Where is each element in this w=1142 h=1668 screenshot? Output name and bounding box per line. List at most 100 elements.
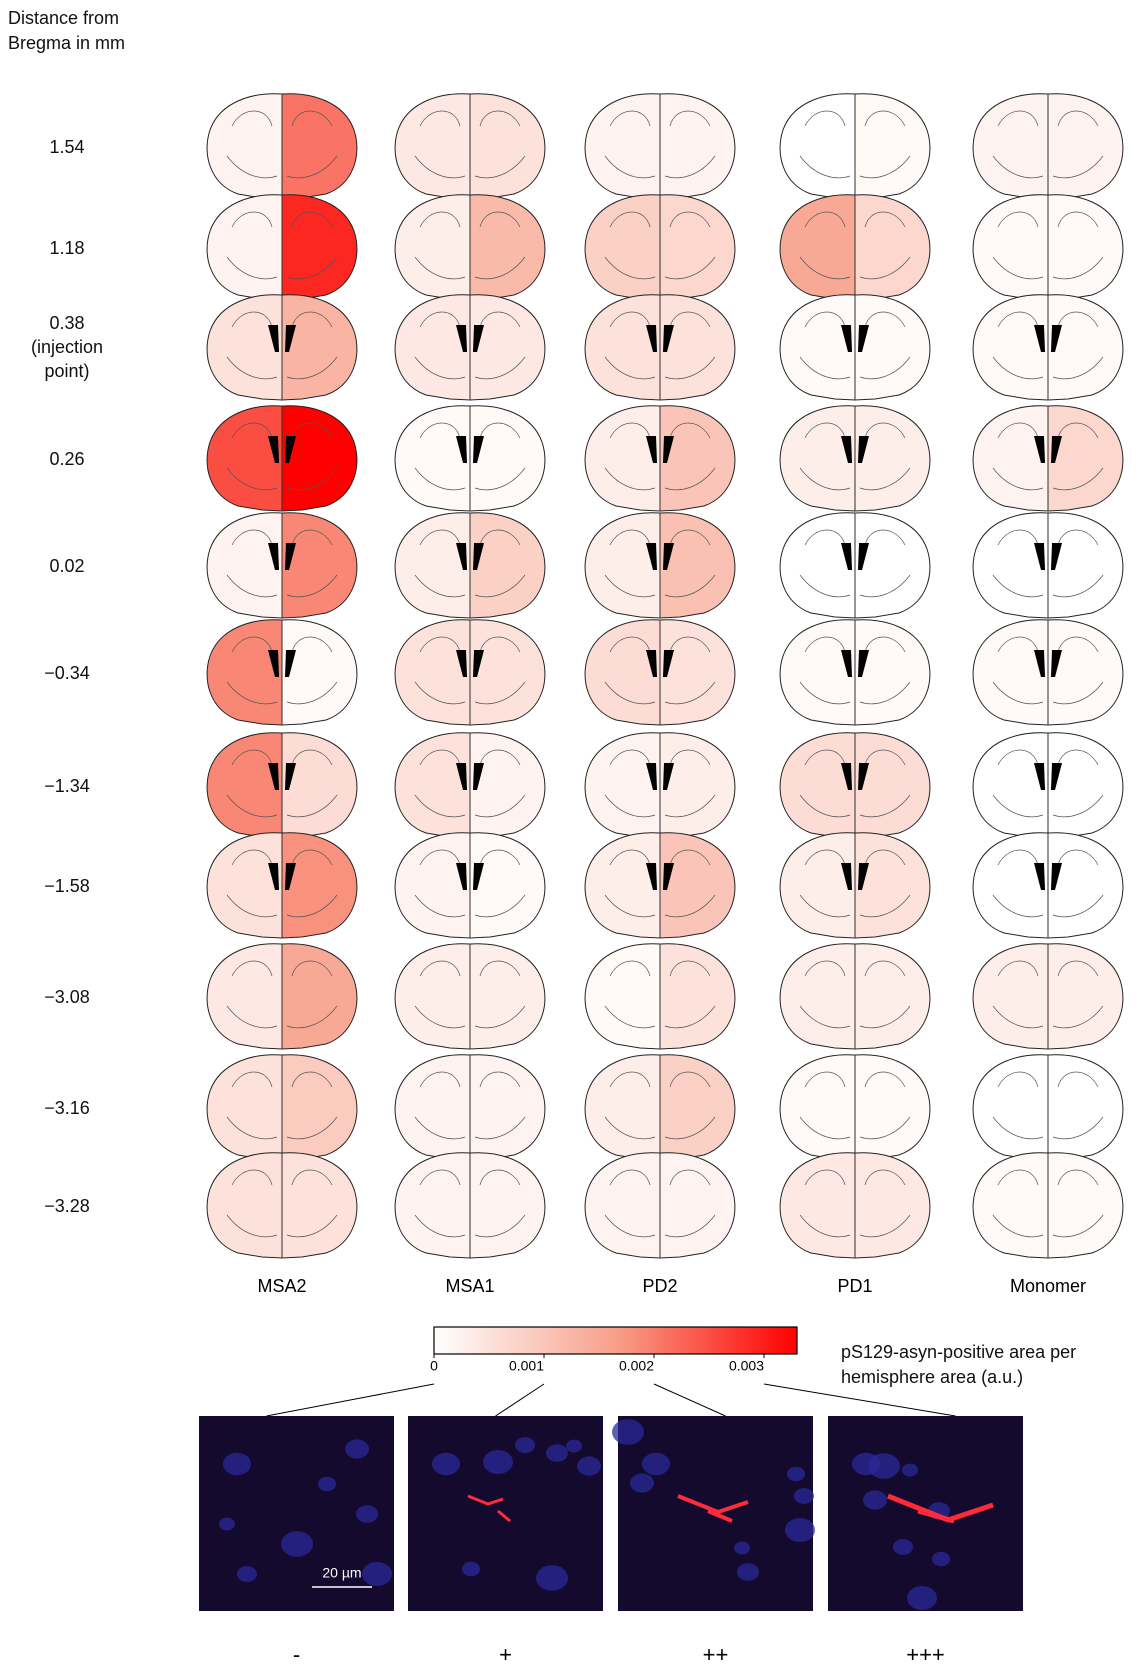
brain-section xyxy=(584,512,736,619)
brain-section xyxy=(394,1152,546,1259)
row-label: 0.38 (injection point) xyxy=(30,313,104,381)
row-label: 0.26 xyxy=(49,449,85,469)
hemisphere xyxy=(584,93,661,200)
hemisphere xyxy=(281,732,358,839)
hemisphere xyxy=(854,943,931,1050)
hemisphere xyxy=(1047,93,1124,200)
hemisphere xyxy=(584,194,661,301)
colorbar xyxy=(433,1326,798,1355)
ventricle xyxy=(456,436,484,463)
ventricle xyxy=(646,650,674,677)
brain-section xyxy=(206,943,358,1050)
brain-section xyxy=(206,512,358,619)
hemisphere xyxy=(779,1152,856,1259)
brain-section xyxy=(394,732,546,839)
row-label: −1.34 xyxy=(44,776,90,796)
hemisphere xyxy=(281,943,358,1050)
brain-section xyxy=(972,194,1124,301)
contour xyxy=(414,529,526,598)
ventricle xyxy=(268,763,296,790)
hemisphere xyxy=(394,194,471,301)
hemisphere xyxy=(779,93,856,200)
nucleus xyxy=(630,1473,654,1493)
colorbar-tick-label: 0 xyxy=(430,1358,438,1374)
contour xyxy=(799,960,911,1029)
ventricle xyxy=(456,325,484,352)
brain-section xyxy=(584,194,736,301)
column-label: PD1 xyxy=(837,1276,872,1296)
nucleus xyxy=(483,1450,513,1474)
hemisphere xyxy=(584,405,661,512)
contour xyxy=(226,311,338,380)
column-label: Monomer xyxy=(1010,1276,1086,1296)
ventricle xyxy=(841,650,869,677)
brain-section xyxy=(206,294,358,401)
nucleus xyxy=(868,1453,900,1479)
column-label: MSA1 xyxy=(445,1276,494,1296)
contour xyxy=(226,749,338,818)
nucleus xyxy=(318,1476,336,1492)
ventricle xyxy=(268,863,296,890)
row-label: −3.08 xyxy=(44,987,90,1007)
hemisphere xyxy=(779,832,856,939)
hemisphere xyxy=(281,294,358,401)
ventricle xyxy=(1034,325,1062,352)
brain-section xyxy=(584,832,736,939)
brain-section xyxy=(394,619,546,726)
ventricle xyxy=(841,763,869,790)
contour xyxy=(604,211,716,280)
hemisphere xyxy=(281,405,358,512)
nucleus xyxy=(345,1439,369,1459)
hemisphere xyxy=(659,619,736,726)
ventricle xyxy=(1034,863,1062,890)
brain-section xyxy=(394,512,546,619)
contour xyxy=(414,749,526,818)
ventricle xyxy=(1034,543,1062,570)
ventricle xyxy=(456,763,484,790)
hemisphere xyxy=(394,732,471,839)
hemisphere xyxy=(659,832,736,939)
hemisphere xyxy=(394,1152,471,1259)
contour xyxy=(226,1169,338,1238)
colorbar-tick-label: 0.001 xyxy=(509,1358,544,1374)
aggregate xyxy=(887,1493,994,1524)
contour xyxy=(799,1169,911,1238)
hemisphere xyxy=(659,294,736,401)
hemisphere xyxy=(469,1054,546,1161)
hemisphere xyxy=(469,294,546,401)
nucleus xyxy=(462,1561,480,1577)
hemisphere xyxy=(469,194,546,301)
hemisphere xyxy=(469,832,546,939)
nucleus xyxy=(902,1463,918,1477)
hemisphere xyxy=(469,512,546,619)
hemisphere xyxy=(972,194,1049,301)
hemisphere xyxy=(206,619,283,726)
hemisphere xyxy=(972,732,1049,839)
hemisphere xyxy=(281,93,358,200)
hemisphere xyxy=(854,1152,931,1259)
ventricle xyxy=(841,325,869,352)
brain-section xyxy=(779,93,931,200)
brain-section xyxy=(394,294,546,401)
nucleus xyxy=(223,1452,251,1476)
contour xyxy=(604,422,716,491)
hemisphere xyxy=(281,194,358,301)
hemisphere xyxy=(469,732,546,839)
connector xyxy=(266,1383,435,1417)
hemisphere xyxy=(584,512,661,619)
hemisphere xyxy=(854,512,931,619)
contour xyxy=(799,422,911,491)
hemisphere xyxy=(584,943,661,1050)
hemisphere xyxy=(584,619,661,726)
contour xyxy=(799,110,911,179)
contour xyxy=(992,211,1104,280)
brain-section xyxy=(206,405,358,512)
brain-section xyxy=(972,405,1124,512)
brain-section xyxy=(972,1054,1124,1161)
brain-section xyxy=(584,294,736,401)
connector xyxy=(495,1383,545,1417)
nucleus xyxy=(577,1456,601,1476)
brain-section xyxy=(779,512,931,619)
hemisphere xyxy=(394,1054,471,1161)
ventricle xyxy=(456,543,484,570)
